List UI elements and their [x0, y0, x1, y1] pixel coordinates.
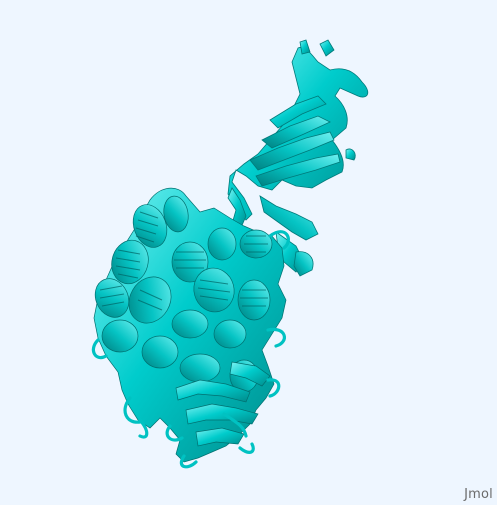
main-helical-domain [91, 187, 290, 469]
jmol-watermark: Jmol [464, 487, 493, 502]
upper-beta-domain [227, 39, 369, 241]
linker-region [227, 187, 314, 277]
